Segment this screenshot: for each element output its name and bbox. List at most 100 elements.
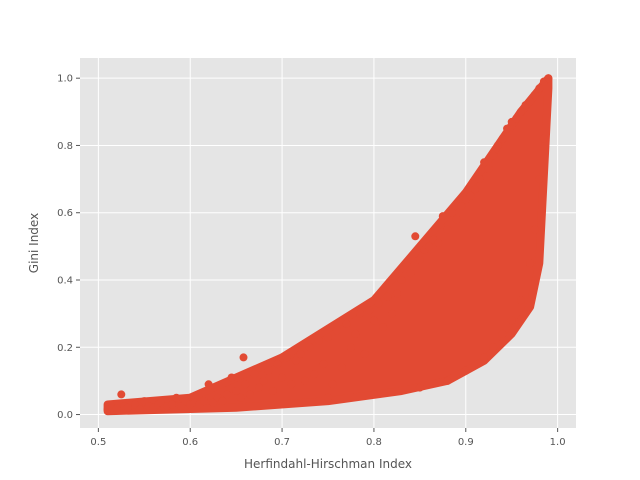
scatter-point (255, 383, 264, 392)
scatter-point (443, 225, 452, 234)
scatter-point (489, 151, 498, 160)
scatter-point (324, 333, 332, 342)
scatter-point (291, 356, 300, 365)
y-tick-label: 0.2 (57, 343, 73, 354)
scatter-point (457, 202, 466, 210)
scatter-point (314, 336, 323, 345)
scatter-point (379, 323, 388, 332)
scatter-point (489, 343, 498, 352)
scatter-point (209, 398, 218, 407)
y-tick-label: 1.0 (57, 74, 73, 85)
scatter-point (264, 366, 273, 375)
scatter-point (434, 239, 443, 247)
scatter-point (415, 383, 424, 392)
scatter-point (493, 141, 502, 150)
x-tick-label: 0.5 (90, 437, 106, 448)
scatter-point (342, 319, 351, 328)
scatter-point (443, 376, 452, 385)
scatter-points (103, 74, 553, 416)
scatter-point (526, 97, 535, 106)
scatter-point (484, 165, 493, 173)
y-tick-label: 0.6 (57, 208, 73, 219)
scatter-point (452, 215, 461, 224)
x-tick-label: 0.8 (366, 437, 382, 448)
scatter-point (259, 376, 268, 385)
x-tick-label: 0.7 (274, 437, 290, 448)
scatter-point (218, 397, 227, 406)
scatter-point (526, 259, 535, 268)
scatter-point (245, 390, 254, 399)
scatter-point (411, 232, 420, 241)
scatter-point (539, 134, 548, 143)
scatter-point (301, 376, 309, 385)
scatter-point (530, 225, 539, 234)
scatter-point (319, 360, 328, 369)
scatter-point (480, 158, 489, 167)
scatter-point (232, 387, 241, 395)
scatter-point (544, 74, 553, 83)
scatter-point (268, 387, 277, 395)
scatter-point (167, 400, 176, 409)
x-axis-label: Herfindahl-Hirschman Index (244, 457, 412, 471)
scatter-point (236, 393, 245, 402)
scatter-point (512, 114, 521, 123)
scatter-point (448, 208, 456, 217)
scatter-point (388, 309, 397, 318)
scatter-point (475, 175, 484, 184)
scatter-point (135, 405, 144, 414)
scatter-point (305, 343, 314, 352)
scatter-density-band (103, 74, 553, 416)
scatter-point (397, 276, 406, 284)
scatter-point (406, 269, 415, 278)
scatter-point (223, 390, 231, 399)
x-tick-label: 0.9 (458, 437, 474, 448)
scatter-point (516, 107, 525, 116)
scatter-point (172, 393, 181, 402)
scatter-point (369, 390, 378, 399)
scatter-point (328, 380, 337, 389)
y-tick-label: 0.4 (57, 276, 73, 287)
scatter-point (227, 373, 236, 382)
x-tick-label: 1.0 (550, 437, 566, 448)
scatter-point (507, 316, 516, 325)
scatter-point (324, 393, 332, 402)
scatter-point (273, 360, 282, 369)
scatter-point (415, 255, 424, 264)
scatter-point (425, 242, 433, 251)
scatter-point (347, 343, 355, 352)
scatter-point (117, 390, 126, 399)
scatter-point (369, 316, 378, 325)
scatter-point (503, 124, 512, 133)
y-tick-label: 0.0 (57, 410, 73, 421)
scatter-point (241, 380, 250, 389)
scatter-point (296, 350, 305, 358)
scatter-point (356, 309, 365, 318)
scatter-point (461, 366, 470, 375)
y-tick-label: 0.8 (57, 141, 73, 152)
scatter-point (287, 380, 296, 389)
scatter-point (365, 306, 374, 315)
scatter-point (112, 404, 121, 413)
y-ticks: 0.0 0.2 0.4 0.6 0.8 1.0 (57, 74, 80, 421)
scatter-point (471, 185, 479, 194)
scatter-point (123, 403, 132, 412)
scatter-point (337, 363, 346, 372)
scatter-point (466, 191, 475, 200)
scatter-point (480, 353, 489, 362)
scatter-point (310, 370, 319, 379)
scatter-point (351, 329, 360, 338)
x-tick-label: 0.6 (182, 437, 198, 448)
scatter-point (530, 91, 539, 99)
scatter-point (333, 326, 342, 335)
scatter-point (438, 212, 447, 221)
scatter-point (498, 134, 507, 143)
x-ticks: 0.5 0.6 0.7 0.8 0.9 1.0 (90, 428, 566, 448)
scatter-point (278, 373, 287, 382)
scatter-point (204, 380, 213, 389)
y-axis-label: Gini Index (27, 213, 41, 273)
scatter-point (535, 175, 544, 184)
scatter-point (374, 299, 383, 308)
scatter-point (282, 353, 291, 362)
scatter-point (360, 350, 369, 358)
